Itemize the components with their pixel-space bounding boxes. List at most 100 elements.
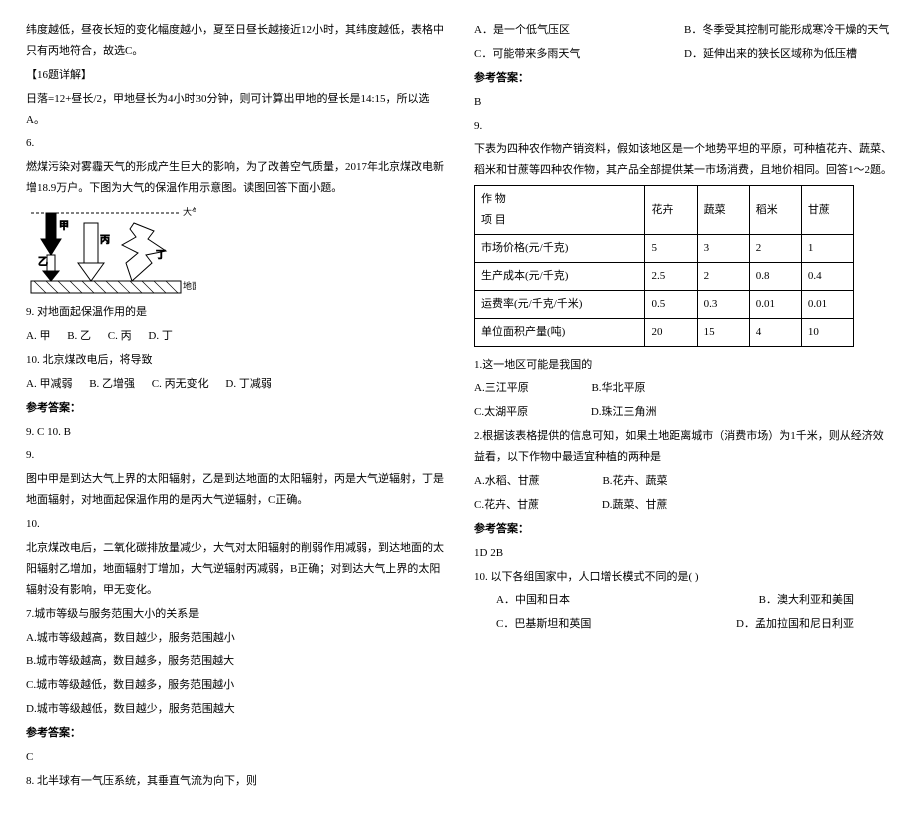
q10r-opt-d: D．孟加拉国和尼日利亚 [714,614,854,635]
table-cell: 0.5 [645,290,697,318]
q10r-opts-row2: C．巴基斯坦和英国 D．孟加拉国和尼日利亚 [474,614,894,635]
q7-text: 7.城市等级与服务范围大小的关系是 [26,604,446,625]
q7-opt-d: D.城市等级越低，数目越少，服务范围越大 [26,699,446,720]
table-cell: 0.8 [749,262,801,290]
table-cell: 15 [697,318,749,346]
answer-heading-1: 参考答案： [26,398,446,419]
q2-opt-d: D.蔬菜、甘蔗 [602,495,668,516]
q8-opts-row2: C．可能带来多雨天气 D．延伸出来的狭长区域称为低压槽 [474,44,894,65]
exp10-num: 10. [26,514,446,535]
q7-opt-c: C.城市等级越低，数目越多，服务范围越小 [26,675,446,696]
table-cell: 5 [645,235,697,263]
answer-7: C [26,747,446,768]
table-header-row: 作 物 项 目 花卉 蔬菜 稻米 甘蔗 [475,186,854,235]
q10r-opt-c: C．巴基斯坦和英国 [474,614,591,635]
q9-options: A. 甲 B. 乙 C. 丙 D. 丁 [26,326,446,347]
table-cell: 2.5 [645,262,697,290]
table-cell: 单位面积产量(吨) [475,318,645,346]
svg-text:丁: 丁 [156,250,166,261]
intro-text: 纬度越低，昼夜长短的变化幅度越小，夏至日昼长越接近12小时，其纬度越低，表格中只… [26,20,446,62]
q9-opt-c: C. 丙 [108,326,132,347]
table-cell: 0.01 [801,290,853,318]
q8-text: 8. 北半球有一气压系统，其垂直气流为向下，则 [26,771,446,792]
q10r-text: 10. 以下各组国家中，人口增长模式不同的是( ) [474,567,894,588]
table-cell: 20 [645,318,697,346]
q8-opt-d: D．延伸出来的狭长区域称为低压槽 [684,44,894,65]
q1-opt-a: A.三江平原 [474,378,529,399]
q2-opts-row1: A.水稻、甘蔗 B.花卉、蔬菜 [474,471,894,492]
table-cell: 市场价格(元/千克) [475,235,645,263]
table-cell: 0.01 [749,290,801,318]
q2-text: 2.根据该表格提供的信息可知，如果土地距离城市（消费市场）为1千米，则从经济效益… [474,426,894,468]
answer-8: B [474,92,894,113]
q8-opt-a: A．是一个低气压区 [474,20,684,41]
table-cell: 10 [801,318,853,346]
table-cell: 0.3 [697,290,749,318]
q9-text: 9. 对地面起保温作用的是 [26,302,446,323]
q8-opt-c: C．可能带来多雨天气 [474,44,684,65]
q8-opt-b: B．冬季受其控制可能形成寒冷干燥的天气 [684,20,894,41]
q9-opt-d: D. 丁 [148,326,172,347]
table-row: 单位面积产量(吨) 20 15 4 10 [475,318,854,346]
q1-opt-b: B.华北平原 [591,378,645,399]
right-column: A．是一个低气压区 B．冬季受其控制可能形成寒冷干燥的天气 C．可能带来多雨天气… [474,20,894,795]
atmosphere-diagram: 大气上界 地面 甲 [26,203,196,298]
answer-heading-9r: 参考答案： [474,519,894,540]
q10-options: A. 甲减弱 B. 乙增强 C. 丙无变化 D. 丁减弱 [26,374,446,395]
q7-opt-b: B.城市等级越高，数目越多，服务范围越大 [26,651,446,672]
q1-text: 1.这一地区可能是我国的 [474,355,894,376]
table-header-4: 甘蔗 [801,186,853,235]
q2-opts-row2: C.花卉、甘蔗 D.蔬菜、甘蔗 [474,495,894,516]
q1-opts-row2: C.太湖平原 D.珠江三角洲 [474,402,894,423]
q10-opt-b: B. 乙增强 [89,374,135,395]
table-cell: 4 [749,318,801,346]
page-root: 纬度越低，昼夜长短的变化幅度越小，夏至日昼长越接近12小时，其纬度越低，表格中只… [0,0,920,815]
table-row: 生产成本(元/千克) 2.5 2 0.8 0.4 [475,262,854,290]
svg-text:丙: 丙 [100,235,110,246]
q10-text: 10. 北京煤改电后，将导致 [26,350,446,371]
q10r-opt-b: B．澳大利亚和美国 [737,590,854,611]
table-cell: 2 [749,235,801,263]
q2-opt-b: B.花卉、蔬菜 [602,471,667,492]
q1-opts-row1: A.三江平原 B.华北平原 [474,378,894,399]
answer-heading-7: 参考答案： [26,723,446,744]
table-row: 运费率(元/千克/千米) 0.5 0.3 0.01 0.01 [475,290,854,318]
q2-opt-c: C.花卉、甘蔗 [474,495,539,516]
q9r-text: 下表为四种农作物产销资料，假如该地区是一个地势平坦的平原，可种植花卉、蔬菜、稻米… [474,139,894,181]
table-cell: 生产成本(元/千克) [475,262,645,290]
answer-9r: 1D 2B [474,543,894,564]
q9-opt-a: A. 甲 [26,326,50,347]
answer-heading-8: 参考答案： [474,68,894,89]
table-header-1: 花卉 [645,186,697,235]
q1-opt-c: C.太湖平原 [474,402,528,423]
q10r-opt-a: A．中国和日本 [474,590,570,611]
table-header-2: 蔬菜 [697,186,749,235]
exp9-num: 9. [26,445,446,466]
svg-text:乙: 乙 [38,256,48,268]
table-row: 市场价格(元/千克) 5 3 2 1 [475,235,854,263]
answer-9-10: 9. C 10. B [26,422,446,443]
table-cell: 0.4 [801,262,853,290]
left-column: 纬度越低，昼夜长短的变化幅度越小，夏至日昼长越接近12小时，其纬度越低，表格中只… [26,20,446,795]
exp10-text: 北京煤改电后，二氧化碳排放量减少，大气对太阳辐射的削弱作用减弱，到达地面的太阳辐… [26,538,446,601]
q2-opt-a: A.水稻、甘蔗 [474,471,540,492]
table-cell: 运费率(元/千克/千米) [475,290,645,318]
q6-number: 6. [26,133,446,154]
table-cell: 2 [697,262,749,290]
table-cell: 3 [697,235,749,263]
q10-opt-a: A. 甲减弱 [26,374,72,395]
svg-text:甲: 甲 [59,221,69,232]
q10r-opts-row1: A．中国和日本 B．澳大利亚和美国 [474,590,894,611]
q8-opts-row1: A．是一个低气压区 B．冬季受其控制可能形成寒冷干燥的天气 [474,20,894,41]
detail-text: 日落=12+昼长/2，甲地昼长为4小时30分钟，则可计算出甲地的昼长是14:15… [26,89,446,131]
q9r-num: 9. [474,116,894,137]
crop-table: 作 物 项 目 花卉 蔬菜 稻米 甘蔗 市场价格(元/千克) 5 3 2 1 生… [474,185,854,346]
exp9-text: 图中甲是到达大气上界的太阳辐射，乙是到达地面的太阳辐射，丙是大气逆辐射，丁是地面… [26,469,446,511]
diagram-bottom-label: 地面 [183,280,196,291]
table-cell: 1 [801,235,853,263]
q9-opt-b: B. 乙 [67,326,91,347]
table-header-0: 作 物 项 目 [475,186,645,235]
diagram-top-label: 大气上界 [183,206,196,217]
detail-heading: 【16题详解】 [26,65,446,86]
q10-opt-d: D. 丁减弱 [225,374,271,395]
